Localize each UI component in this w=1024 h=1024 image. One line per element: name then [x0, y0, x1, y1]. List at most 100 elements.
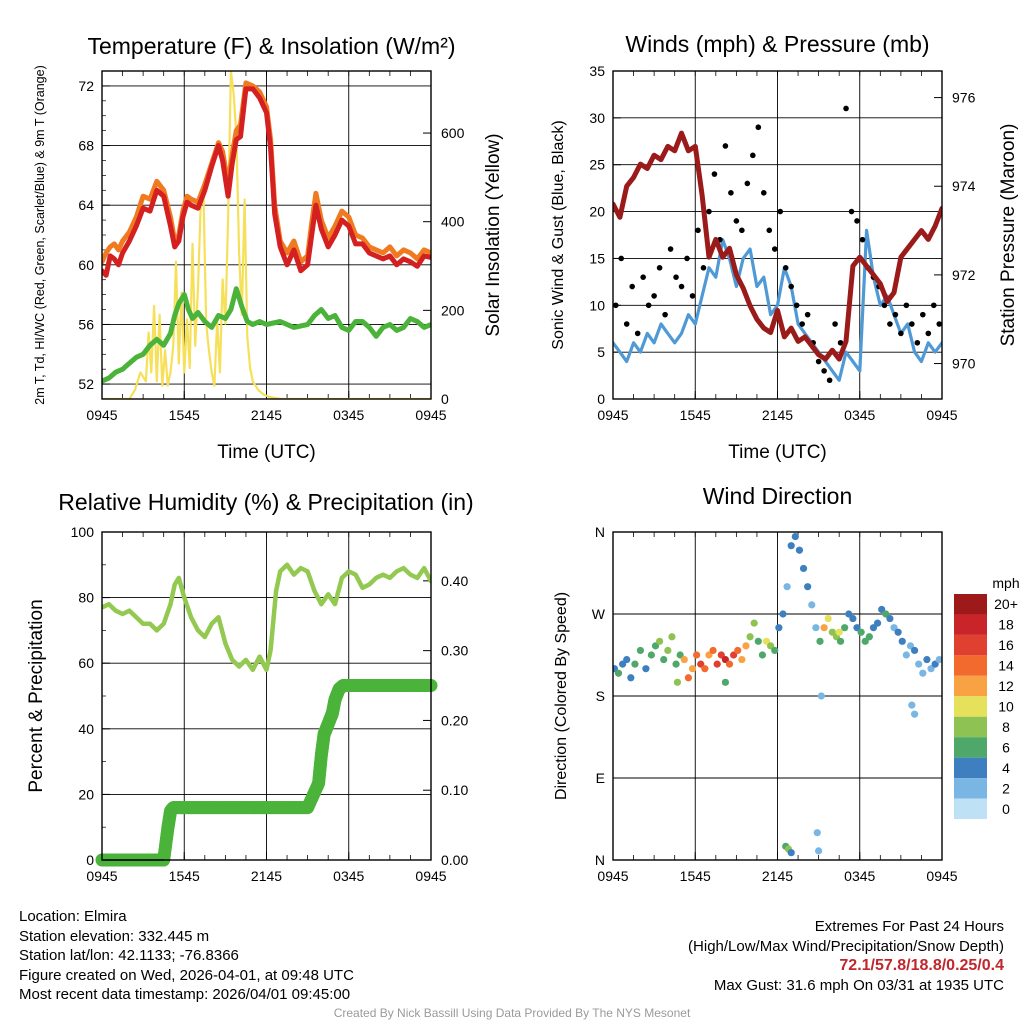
gust-point	[771, 246, 778, 252]
gust-point	[821, 368, 827, 374]
direction-point	[701, 665, 709, 673]
dir-xtick-label: 2145	[762, 868, 793, 884]
direction-point	[799, 564, 808, 573]
extremes-values: 72.1/57.8/18.8/0.25/0.4	[839, 957, 1004, 974]
gust-point	[678, 283, 685, 290]
gust-point	[892, 311, 899, 318]
direction-point	[647, 651, 655, 659]
wind-y2tick-label: 976	[952, 90, 976, 106]
colorbar-label: 6	[1002, 739, 1010, 755]
direction-point	[919, 669, 927, 677]
colorbar-swatch	[954, 614, 987, 635]
direction-point	[915, 660, 923, 668]
direction-point	[865, 633, 873, 641]
colorbar-label: 14	[998, 658, 1014, 674]
wind-ytick-label: 35	[589, 63, 605, 79]
dir-xtick-label: 0345	[844, 868, 875, 884]
temp-y2tick-label: 400	[441, 214, 465, 230]
gust-point	[777, 208, 784, 215]
gust-point	[695, 227, 701, 234]
direction-point	[813, 829, 821, 837]
direction-point	[820, 624, 828, 632]
rh-border	[101, 531, 432, 861]
temp-xlabel: Time (UTC)	[217, 442, 316, 463]
gust-point	[788, 283, 795, 290]
direction-point	[873, 619, 882, 627]
wind-y2tick-label: 972	[952, 267, 976, 283]
direction-point	[656, 637, 664, 645]
direction-point	[910, 710, 919, 718]
wind-ytick-label: 25	[589, 157, 605, 173]
direction-point	[627, 674, 635, 682]
direction-point	[795, 546, 804, 554]
wind-xtick-label: 2145	[762, 407, 793, 423]
gust-point	[755, 124, 762, 131]
temp-ytick-label: 60	[78, 257, 94, 273]
wind-border	[612, 70, 943, 400]
direction-point	[738, 655, 746, 664]
gust-point	[826, 377, 833, 384]
series-9m-t	[102, 80, 431, 265]
temp-y2tick-label: 200	[441, 302, 465, 318]
colorbar-label: 8	[1002, 719, 1010, 735]
colorbar-swatch	[954, 737, 987, 758]
colorbar-swatch	[954, 655, 987, 676]
rh-ylabel: Percent & Precipitation	[26, 599, 47, 792]
colorbar-label: 0	[1002, 801, 1010, 817]
direction-point	[857, 628, 865, 636]
colorbar-label: 16	[998, 637, 1014, 653]
direction-point	[824, 614, 832, 623]
rh-y2tick-label: 0.10	[441, 782, 468, 798]
direction-point	[783, 583, 791, 591]
rh-y2tick-label: 0.40	[441, 573, 468, 589]
gust-point	[782, 265, 789, 271]
direction-point	[812, 624, 820, 632]
direction-point	[771, 646, 779, 655]
gust-point	[645, 302, 652, 309]
location-text: Location: Elmira	[19, 908, 127, 925]
gust-point	[760, 190, 767, 196]
direction-point	[791, 532, 799, 541]
extremes-title: Extremes For Past 24 Hours	[814, 918, 1004, 935]
direction-point	[779, 610, 787, 618]
direction-point	[902, 651, 910, 659]
colorbar-swatch	[954, 696, 987, 717]
wind-ytick-label: 10	[589, 297, 605, 313]
direction-point	[886, 614, 894, 623]
gust-point	[640, 274, 646, 280]
rh-xtick-label: 0345	[333, 868, 364, 884]
elevation-text: Station elevation: 332.445 m	[19, 927, 210, 945]
direction-point	[894, 628, 902, 636]
dir-border	[612, 531, 943, 861]
gust-point	[887, 321, 893, 327]
wind-xtick-label: 0345	[844, 407, 875, 423]
direction-point	[684, 674, 692, 682]
gust-point	[859, 236, 866, 243]
dir-title: Wind Direction	[703, 483, 853, 509]
gust-point	[662, 311, 668, 318]
wind-xtick-label: 0945	[926, 407, 957, 423]
direction-point	[923, 655, 931, 664]
max-gust-text: Max Gust: 31.6 mph On 03/31 at 1935 UTC	[713, 976, 1004, 994]
direction-point	[841, 624, 849, 632]
direction-point	[623, 655, 631, 664]
direction-point	[815, 847, 823, 855]
wind-ytick-label: 20	[589, 204, 605, 220]
colorbar-label: 18	[998, 617, 1014, 633]
wind-ytick-label: 30	[589, 110, 605, 126]
temp-xtick-label: 0945	[86, 407, 117, 423]
gust-point	[815, 358, 822, 365]
wind-title: Winds (mph) & Pressure (mb)	[625, 31, 929, 57]
gust-point	[706, 208, 712, 215]
gust-point	[744, 180, 751, 187]
colorbar-label: 20+	[994, 596, 1018, 612]
direction-point	[910, 646, 919, 655]
direction-point	[898, 637, 906, 645]
temp-y2tick-label: 0	[441, 391, 449, 407]
rh-y2tick-label: 0.00	[441, 852, 468, 868]
direction-point	[775, 624, 783, 632]
direction-point	[787, 542, 795, 550]
rh-ytick-label: 80	[78, 590, 94, 606]
direction-point	[721, 678, 730, 686]
colorbar-swatch	[954, 594, 987, 615]
